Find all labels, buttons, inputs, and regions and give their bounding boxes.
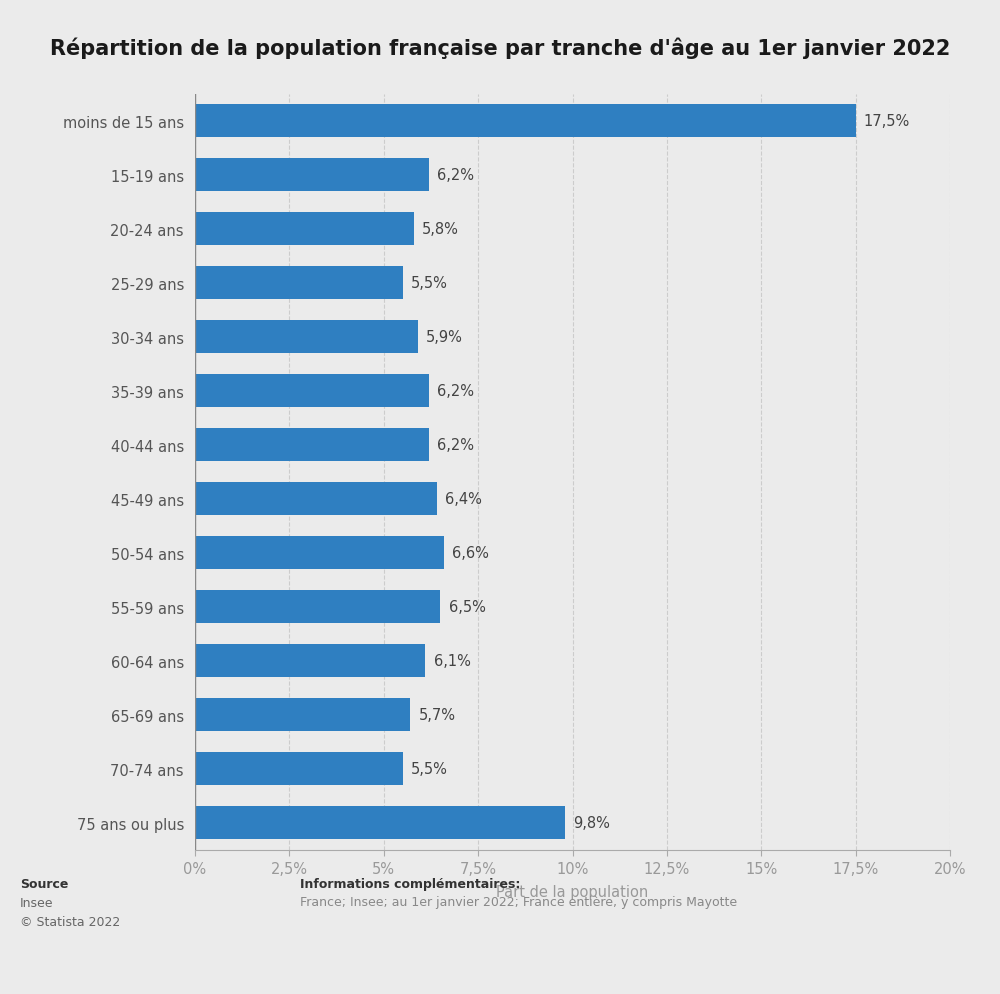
Text: 5,7%: 5,7% (418, 708, 455, 723)
Bar (195, 104, 856, 138)
Text: 6,2%: 6,2% (437, 384, 474, 399)
Text: 6,6%: 6,6% (452, 546, 489, 561)
Bar (195, 375, 429, 408)
Bar (195, 266, 403, 300)
Text: 9,8%: 9,8% (573, 815, 610, 830)
Text: France; Insee; au 1er janvier 2022; France entière, y compris Mayotte: France; Insee; au 1er janvier 2022; Fran… (300, 896, 737, 909)
Text: Insee
© Statista 2022: Insee © Statista 2022 (20, 897, 120, 928)
Bar (195, 698, 410, 732)
Text: 6,1%: 6,1% (434, 653, 470, 669)
Text: 5,9%: 5,9% (426, 330, 463, 345)
Bar (195, 806, 565, 840)
Bar (195, 752, 403, 785)
Text: Répartition de la population française par tranche d'âge au 1er janvier 2022: Répartition de la population française p… (50, 38, 950, 60)
Bar (195, 320, 418, 354)
Bar (195, 590, 440, 624)
Text: Source: Source (20, 877, 68, 890)
Text: 6,2%: 6,2% (437, 437, 474, 452)
Text: 6,5%: 6,5% (449, 599, 486, 614)
Text: 5,5%: 5,5% (411, 761, 448, 776)
Text: 6,4%: 6,4% (445, 492, 482, 507)
Text: 6,2%: 6,2% (437, 168, 474, 183)
Text: Informations complémentaires:: Informations complémentaires: (300, 877, 520, 890)
Bar (195, 644, 425, 678)
Bar (195, 428, 429, 462)
Bar (195, 159, 429, 192)
Text: 17,5%: 17,5% (864, 114, 910, 129)
Text: 5,8%: 5,8% (422, 222, 459, 237)
Bar (195, 213, 414, 247)
Bar (195, 482, 437, 516)
Text: 5,5%: 5,5% (411, 275, 448, 291)
X-axis label: Part de la population: Part de la population (496, 885, 649, 900)
Bar (195, 537, 444, 570)
